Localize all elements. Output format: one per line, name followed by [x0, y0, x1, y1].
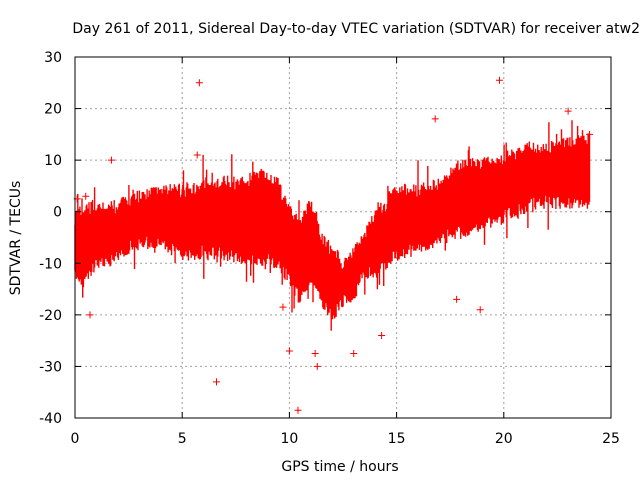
y-tick-label: -10	[39, 256, 62, 272]
x-tick-label: 10	[280, 431, 298, 447]
data-point	[294, 406, 302, 414]
x-tick-label: 25	[602, 431, 620, 447]
data-point	[564, 107, 572, 115]
data-marks	[73, 76, 594, 414]
data-point	[453, 295, 461, 303]
y-tick-label: 10	[44, 153, 62, 169]
y-tick-label: 30	[44, 50, 62, 66]
data-point	[285, 347, 293, 355]
data-point	[586, 130, 594, 138]
x-tick-label: 5	[178, 431, 187, 447]
x-tick-label: 0	[71, 431, 80, 447]
axes: 0 5 10 15 20 25 -40 -30 -20 -10 0 10 20 30	[39, 50, 620, 447]
data-point	[213, 378, 221, 386]
data-point	[350, 350, 358, 358]
data-point	[313, 362, 321, 370]
data-point	[195, 79, 203, 87]
data-point	[86, 311, 94, 319]
data-point	[431, 115, 439, 123]
y-tick-label: -30	[39, 359, 62, 375]
data-point	[378, 331, 386, 339]
x-axis-label: GPS time / hours	[281, 459, 398, 475]
y-tick-label: 0	[53, 205, 62, 221]
data-point	[107, 156, 115, 164]
y-axis-label: SDTVAR / TECUs	[8, 181, 24, 296]
y-tick-label: -40	[39, 411, 62, 427]
x-tick-label: 20	[495, 431, 513, 447]
chart-title: Day 261 of 2011, Sidereal Day-to-day VTE…	[72, 21, 640, 37]
data-point	[279, 303, 287, 311]
data-point	[496, 76, 504, 84]
data-point	[82, 192, 90, 200]
data-point	[193, 151, 201, 159]
data-point	[311, 350, 319, 358]
data-point	[476, 306, 484, 314]
x-tick-label: 15	[388, 431, 406, 447]
sdtvar-band	[74, 120, 591, 331]
plot-frame	[74, 56, 612, 419]
sdtvar-band-fill	[74, 120, 591, 331]
y-tick-label: -20	[39, 308, 62, 324]
y-tick-label: 20	[44, 102, 62, 118]
